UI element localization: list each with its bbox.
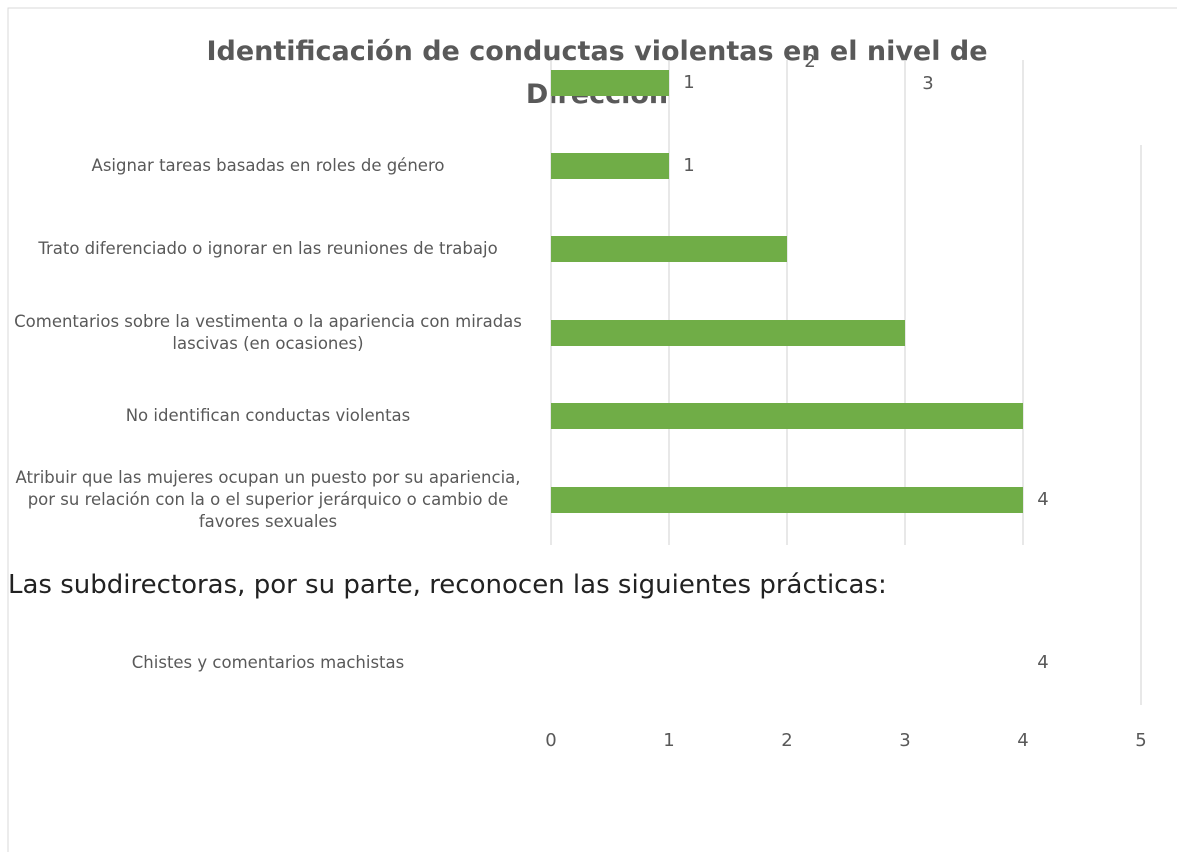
value-label: 1 <box>683 155 694 176</box>
y-tick-label: Chistes y comentarios machistas <box>131 653 405 672</box>
bar <box>551 487 1023 513</box>
x-tick-label: 0 <box>545 730 556 751</box>
y-tick-label: Comentarios sobre la vestimenta o la apa… <box>14 312 522 353</box>
bar <box>551 320 905 346</box>
x-tick-label: 5 <box>1135 730 1146 751</box>
x-tick-label: 3 <box>899 730 910 751</box>
text-band <box>540 553 1135 705</box>
y-tick-label: Trato diferenciado o ignorar en las reun… <box>38 239 498 258</box>
x-tick-label: 4 <box>1017 730 1028 751</box>
y-tick-label: Asignar tareas basadas en roles de géner… <box>91 156 445 175</box>
annotation: 2 <box>804 51 815 72</box>
value-label: 1 <box>683 72 694 93</box>
bar <box>551 70 669 96</box>
value-label: 4 <box>1037 489 1048 510</box>
y-tick-label: Atribuir que las mujeres ocupan un puest… <box>15 468 521 531</box>
annotation: 3 <box>922 73 933 94</box>
body-text: Las subdirectoras, por su parte, reconoc… <box>8 570 887 600</box>
bar <box>551 153 669 179</box>
page-border <box>7 7 1177 852</box>
x-tick-label: 2 <box>781 730 792 751</box>
value-label: 4 <box>1037 652 1048 673</box>
title-line: Identificación de conductas violentas en… <box>206 36 987 67</box>
y-tick-label: No identifican conductas violentas <box>125 406 411 425</box>
bar <box>551 236 787 262</box>
x-tick-label: 1 <box>663 730 674 751</box>
bar <box>551 403 1023 429</box>
